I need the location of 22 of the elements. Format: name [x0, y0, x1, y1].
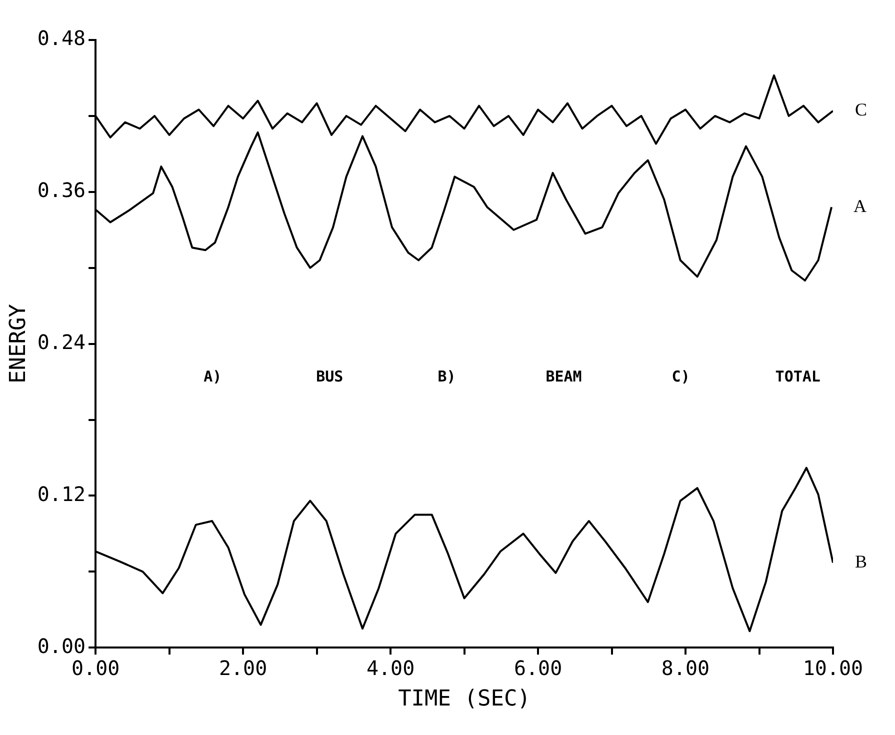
x-tick-label: 8.00 — [661, 656, 710, 680]
x-tick-label: 2.00 — [218, 656, 268, 680]
x-axis-title: TIME (SEC) — [398, 686, 531, 712]
y-tick-label: 0.12 — [37, 482, 86, 506]
annotation: A) — [204, 368, 222, 386]
annotation: B) — [438, 368, 456, 386]
y-axis-title: ENERGY — [6, 304, 31, 384]
x-tick-label: 6.00 — [514, 656, 562, 680]
annotation: BUS — [316, 368, 344, 386]
x-tick-label: 4.00 — [366, 656, 415, 680]
y-tick-label: 0.00 — [37, 634, 86, 658]
x-tick-label: 10.00 — [802, 656, 864, 680]
series-label: B — [855, 552, 868, 572]
y-tick-label: 0.24 — [37, 330, 86, 354]
y-tick-label: 0.48 — [37, 26, 86, 50]
series-label: C — [855, 100, 868, 120]
annotation: C) — [672, 368, 690, 386]
y-tick-label: 0.36 — [37, 178, 86, 202]
annotation: TOTAL — [775, 368, 820, 386]
series-label: A — [854, 196, 867, 216]
x-tick-label: 0.00 — [71, 656, 120, 680]
annotation: BEAM — [546, 368, 582, 386]
